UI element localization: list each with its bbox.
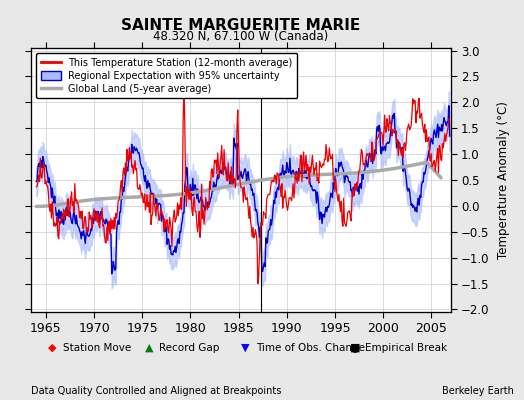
Legend: This Temperature Station (12-month average), Regional Expectation with 95% uncer: This Temperature Station (12-month avera… [36, 53, 298, 98]
Text: SAINTE MARGUERITE MARIE: SAINTE MARGUERITE MARIE [122, 18, 361, 33]
Text: ▲: ▲ [145, 343, 153, 353]
Text: ▼: ▼ [241, 343, 249, 353]
Text: Time of Obs. Change: Time of Obs. Change [256, 343, 365, 353]
Y-axis label: Temperature Anomaly (°C): Temperature Anomaly (°C) [497, 101, 509, 259]
Text: Empirical Break: Empirical Break [365, 343, 447, 353]
Text: Station Move: Station Move [63, 343, 131, 353]
Text: Data Quality Controlled and Aligned at Breakpoints: Data Quality Controlled and Aligned at B… [31, 386, 282, 396]
Text: ■: ■ [350, 343, 361, 353]
Text: 48.320 N, 67.100 W (Canada): 48.320 N, 67.100 W (Canada) [154, 30, 329, 43]
Text: ◆: ◆ [48, 343, 57, 353]
Text: Berkeley Earth: Berkeley Earth [442, 386, 514, 396]
Text: Record Gap: Record Gap [159, 343, 220, 353]
